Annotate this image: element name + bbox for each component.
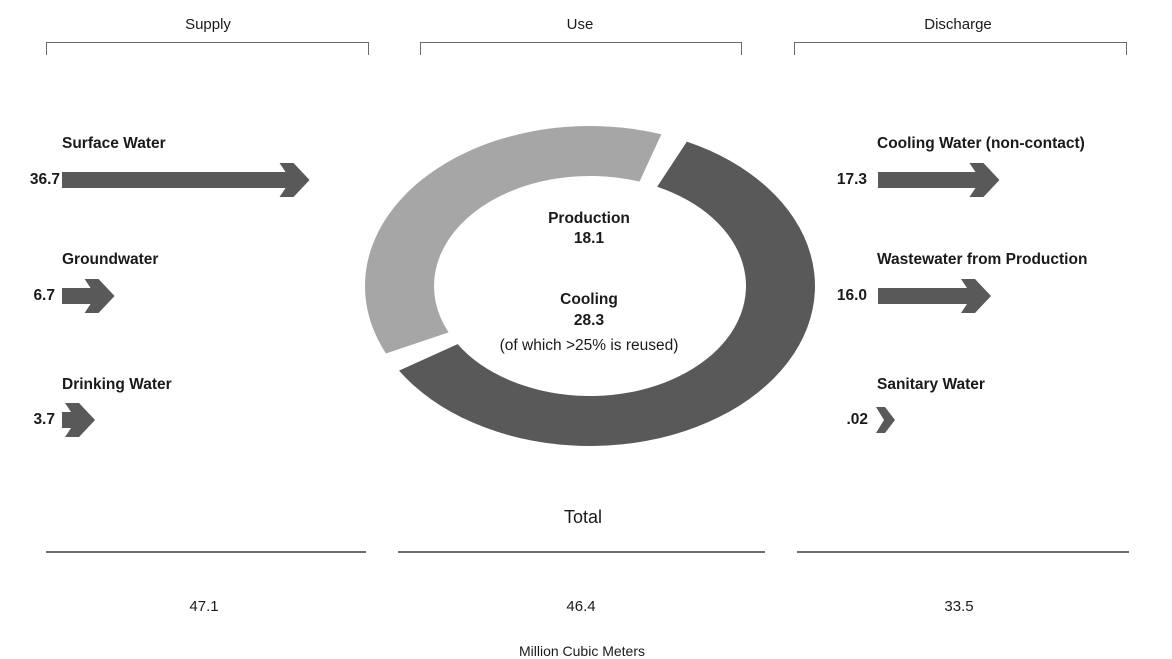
supply-label-surface-water: Surface Water: [62, 135, 166, 152]
discharge-total-rule: [797, 551, 1129, 553]
supply-total-rule: [46, 551, 366, 553]
discharge-label-wastewater: Wastewater from Production: [877, 251, 1088, 268]
supply-label-drinking-water: Drinking Water: [62, 376, 172, 393]
production-ring-segment: [365, 126, 662, 354]
discharge-value-wastewater: 16.0: [836, 287, 867, 304]
production-value: 18.1: [573, 230, 605, 247]
arrow-shape: [62, 403, 96, 437]
supply-arrow-surface-water: [62, 163, 310, 197]
supply-value-drinking-water: 3.7: [33, 411, 55, 428]
supply-header: Supply: [185, 16, 231, 33]
discharge-value-cooling-water: 17.3: [836, 171, 867, 188]
arrow-shape: [62, 279, 115, 313]
cooling-value: 28.3: [573, 312, 605, 329]
supply-arrow-drinking-water: [62, 403, 96, 437]
discharge-arrow-wastewater: [878, 279, 991, 313]
cooling-note: (of which >25% is reused): [499, 337, 679, 354]
discharge-arrow-sanitary-water: [876, 407, 895, 433]
arrow-shape: [876, 407, 895, 433]
use-total-rule: [398, 551, 765, 553]
supply-label-groundwater: Groundwater: [62, 251, 159, 268]
arrow-shape: [878, 163, 1000, 197]
use-donut: [365, 126, 815, 446]
discharge-label-sanitary-water: Sanitary Water: [877, 376, 985, 393]
arrow-shape: [878, 279, 991, 313]
cooling-label: Cooling: [560, 291, 618, 308]
discharge-bracket: [794, 42, 1127, 55]
supply-arrow-groundwater: [62, 279, 115, 313]
discharge-arrow-cooling-water: [878, 163, 1000, 197]
use-header: Use: [566, 16, 594, 33]
supply-value-surface-water: 36.7: [29, 171, 60, 188]
supply-bracket: [46, 42, 369, 55]
total-label: Total: [563, 507, 603, 527]
arrow-shape: [62, 163, 310, 197]
cooling-ring-segment: [399, 141, 815, 446]
units-label: Million Cubic Meters: [518, 643, 646, 659]
discharge-header: Discharge: [924, 16, 992, 33]
discharge-label-cooling-water: Cooling Water (non-contact): [877, 135, 1085, 152]
production-label: Production: [548, 210, 630, 227]
discharge-value-sanitary-water: .02: [846, 411, 868, 428]
supply-value-groundwater: 6.7: [33, 287, 55, 304]
supply-total-value: 47.1: [189, 598, 219, 615]
discharge-total-value: 33.5: [944, 598, 974, 615]
use-total-value: 46.4: [566, 598, 596, 615]
use-bracket: [420, 42, 742, 55]
